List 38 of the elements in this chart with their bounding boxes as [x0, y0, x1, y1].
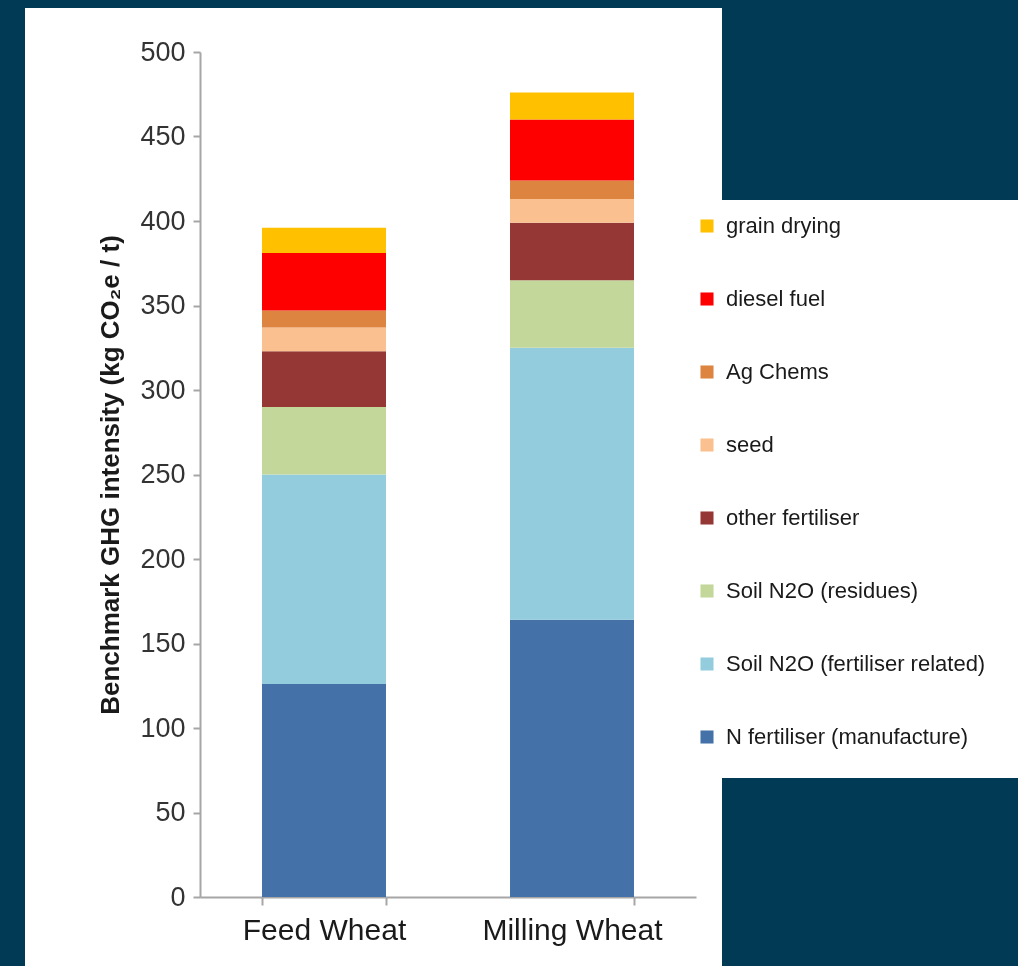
x-tick-label: Feed Wheat — [242, 912, 407, 946]
bar — [262, 474, 386, 685]
x-tick-label: Milling Wheat — [482, 912, 664, 946]
y-tick-label: 450 — [140, 121, 186, 151]
y-tick-label: 300 — [140, 374, 186, 405]
bar — [262, 351, 386, 407]
bar — [510, 222, 634, 281]
y-tick-label: 0 — [170, 881, 186, 912]
bar — [510, 619, 634, 897]
legend-label: grain drying — [726, 213, 841, 238]
bar — [510, 347, 634, 620]
bar — [262, 684, 386, 897]
bar — [510, 199, 634, 223]
bar — [262, 253, 386, 311]
y-tick-label: 250 — [140, 459, 186, 489]
legend-label: Ag Chems — [726, 359, 829, 384]
legend-label: diesel fuel — [726, 286, 826, 311]
y-tick-label: 50 — [155, 797, 186, 827]
legend-label: Soil N2O (fertiliser related) — [726, 651, 986, 676]
bar — [262, 406, 386, 475]
y-tick-label: 500 — [140, 36, 186, 67]
legend-label: other fertiliser — [726, 505, 860, 530]
bar — [510, 92, 634, 120]
legend-label: Soil N2O (residues) — [726, 578, 918, 603]
bar — [510, 119, 634, 181]
bar — [262, 227, 386, 254]
bar — [262, 310, 386, 328]
y-tick-label: 350 — [140, 290, 186, 320]
y-tick-label: 100 — [140, 712, 186, 743]
bar — [262, 327, 386, 352]
bar — [510, 280, 634, 348]
y-tick-label: 150 — [140, 628, 186, 658]
legend-label: N fertiliser (manufacture) — [726, 724, 969, 749]
legend-label: seed — [726, 432, 774, 457]
y-tick-label: 400 — [140, 205, 186, 236]
bar — [510, 180, 634, 200]
y-axis-title: Benchmark GHG intensity (kg CO₂e / t) — [95, 235, 126, 715]
y-tick-label: 200 — [140, 543, 186, 574]
